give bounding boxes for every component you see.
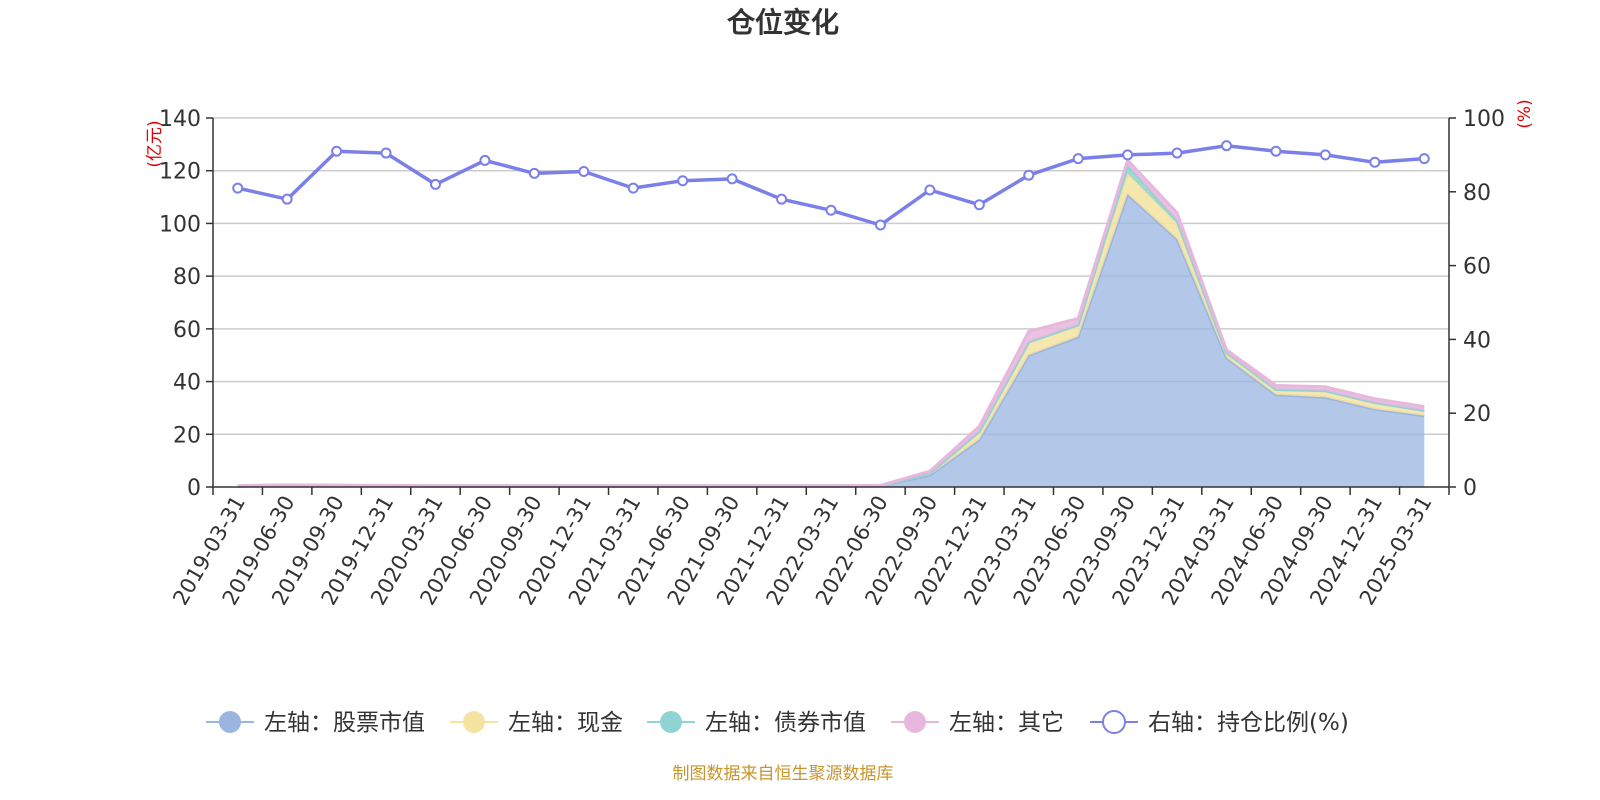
- left-axis-tick-label: 120: [159, 160, 201, 185]
- legend-marker-1: [463, 711, 485, 733]
- legend-marker-0: [219, 711, 241, 733]
- legend-label-3: 左轴：其它: [949, 710, 1064, 736]
- ratio-point: [1171, 147, 1183, 159]
- ratio-point: [331, 145, 343, 157]
- left-axis-tick-label: 80: [173, 265, 201, 290]
- legend-label-1: 左轴：现金: [508, 710, 623, 736]
- left-axis-tick-label: 0: [187, 476, 201, 501]
- grid: [213, 117, 1449, 436]
- right-axis-tick-label: 60: [1463, 255, 1491, 280]
- stacked-areas: [237, 158, 1425, 488]
- ratio-point: [380, 147, 392, 159]
- ratio-point: [1122, 149, 1134, 161]
- legend-marker-3: [904, 711, 926, 733]
- left-axis-tick-label: 140: [159, 107, 201, 132]
- left-axis-tick-label: 40: [173, 371, 201, 396]
- right-axis-tick-label: 0: [1463, 476, 1477, 501]
- ratio-point: [1418, 153, 1430, 165]
- axes: 0204060801001201400204060801002019-03-31…: [159, 107, 1505, 609]
- left-axis-tick-label: 20: [173, 423, 201, 448]
- ratio-point: [1023, 169, 1035, 181]
- ratio-point: [627, 182, 639, 194]
- area-series-0: [237, 194, 1425, 487]
- ratio-point: [281, 193, 293, 205]
- data-source-note: 制图数据来自恒生聚源数据库: [673, 764, 894, 784]
- right-axis-tick-label: 20: [1463, 402, 1491, 427]
- ratio-point: [776, 193, 788, 205]
- ratio-point: [429, 178, 441, 190]
- ratio-point: [1369, 156, 1381, 168]
- legend: 左轴：股票市值 左轴：现金 左轴：债券市值 左轴：其它 右轴：持仓比例(%): [206, 710, 1349, 736]
- left-axis-unit: (亿元): [145, 120, 165, 167]
- legend-label-2: 左轴：债券市值: [705, 710, 866, 736]
- legend-marker-4: [1102, 710, 1126, 734]
- ratio-point: [825, 204, 837, 216]
- chart-title: 仓位变化: [727, 6, 839, 39]
- ratio-point: [874, 219, 886, 231]
- ratio-point: [973, 199, 985, 211]
- left-axis-tick-label: 100: [159, 212, 201, 237]
- ratio-point: [1221, 140, 1233, 152]
- ratio-point: [232, 182, 244, 194]
- ratio-point: [726, 173, 738, 185]
- ratio-point: [1319, 149, 1331, 161]
- legend-marker-2: [660, 711, 682, 733]
- ratio-point: [924, 184, 936, 196]
- legend-label-0: 左轴：股票市值: [264, 710, 425, 736]
- right-axis-tick-label: 100: [1463, 107, 1505, 132]
- right-axis-tick-label: 80: [1463, 181, 1491, 206]
- ratio-point: [528, 167, 540, 179]
- right-axis-unit: (%): [1515, 99, 1535, 128]
- ratio-line: [232, 140, 1430, 231]
- right-axis-tick-label: 40: [1463, 328, 1491, 353]
- ratio-point: [578, 166, 590, 178]
- area-series-edge-3: [237, 158, 1425, 488]
- ratio-point: [677, 175, 689, 187]
- ratio-point: [1072, 153, 1084, 165]
- ratio-point: [479, 154, 491, 166]
- left-axis-tick-label: 60: [173, 318, 201, 343]
- legend-label-4: 右轴：持仓比例(%): [1148, 710, 1349, 736]
- ratio-point: [1270, 145, 1282, 157]
